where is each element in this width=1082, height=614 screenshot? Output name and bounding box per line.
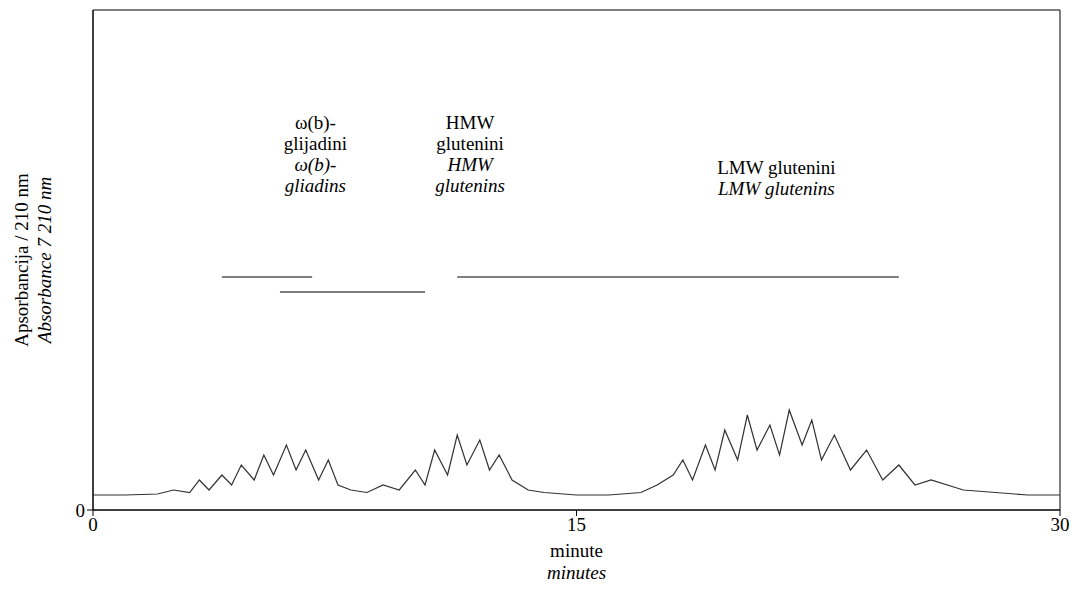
html-text:Absorbance 7 210 nm: Absorbance 7 210 nm [34, 176, 55, 344]
svg-text:HMWgluteniniHMWglutenins: HMWgluteniniHMWglutenins [435, 112, 505, 196]
svg-text:15: 15 [567, 514, 586, 535]
svg-text:LMW gluteniniLMW glutenins: LMW gluteniniLMW glutenins [717, 157, 836, 199]
svg-text:30: 30 [1051, 514, 1070, 535]
svg-text:ω(b)-glijadiniω(b)-gliadins: ω(b)-glijadiniω(b)-gliadins [284, 112, 347, 196]
html-text:Apsorbancija / 210 nm: Apsorbancija / 210 nm [11, 173, 32, 347]
svg-text:0: 0 [76, 500, 86, 521]
svg-text:0: 0 [88, 514, 98, 535]
html-text:minutes: minutes [546, 562, 606, 583]
html-text:minute: minute [550, 540, 603, 561]
